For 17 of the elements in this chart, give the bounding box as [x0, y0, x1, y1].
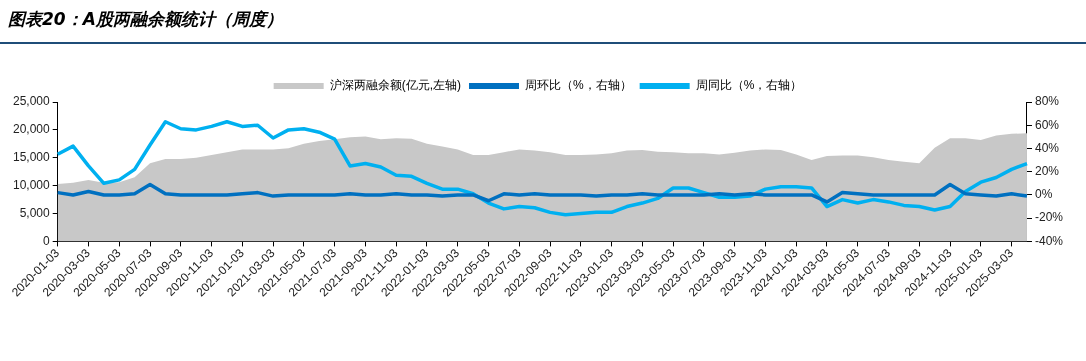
y2-tick-label: -20% [1034, 210, 1064, 225]
y2-tick-label: 40% [1034, 140, 1060, 155]
y2-tick-label: 0% [1034, 187, 1053, 202]
y2-tick-label: -40% [1034, 233, 1064, 248]
y-tick-label: 25,000 [13, 94, 51, 109]
y-tick-label: 20,000 [13, 122, 51, 137]
y-tick-label: 10,000 [13, 177, 51, 192]
y2-tick-label: 60% [1034, 117, 1060, 132]
y2-tick-label: 80% [1034, 94, 1060, 109]
y2-tick-label: 20% [1034, 164, 1060, 179]
legend-label: 周同比（%，右轴） [695, 78, 803, 93]
y-tick-label: 0 [43, 233, 51, 248]
chart-title: 图表20：A股两融余额统计（周度） [8, 8, 283, 31]
legend-label: 沪深两融余额(亿元,左轴) [329, 78, 461, 93]
y-tick-label: 15,000 [13, 150, 51, 165]
y-tick-label: 5,000 [19, 205, 51, 220]
legend-label: 周环比（%，右轴） [524, 78, 632, 93]
